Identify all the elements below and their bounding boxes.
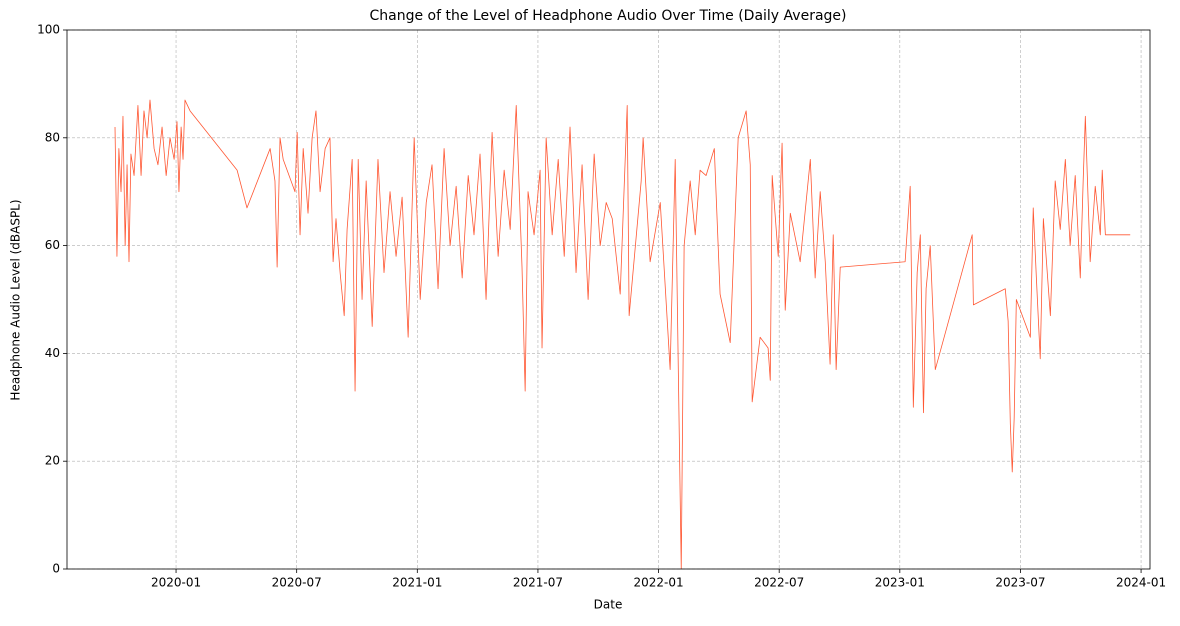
y-tick-label: 0 bbox=[52, 562, 60, 576]
x-tick-label: 2023-01 bbox=[875, 576, 925, 590]
x-tick-label: 2023-07 bbox=[995, 576, 1045, 590]
chart-title: Change of the Level of Headphone Audio O… bbox=[369, 8, 846, 24]
data-line bbox=[114, 99, 1131, 570]
x-tick-label: 2024-01 bbox=[1116, 576, 1166, 590]
x-tick-label: 2021-07 bbox=[513, 576, 563, 590]
y-tick-label: 20 bbox=[45, 454, 60, 468]
y-tick-label: 60 bbox=[45, 238, 60, 252]
plot-frame bbox=[66, 29, 1151, 570]
x-tick-label: 2020-01 bbox=[151, 576, 201, 590]
y-tick-label: 80 bbox=[45, 130, 60, 144]
y-tick-label: 40 bbox=[45, 346, 60, 360]
y-axis-label: Headphone Audio Level (dBASPL) bbox=[9, 199, 23, 400]
x-tick-label: 2022-07 bbox=[754, 576, 804, 590]
y-tick-label: 100 bbox=[37, 23, 60, 37]
x-tick-label: 2020-07 bbox=[272, 576, 322, 590]
x-tick-label: 2021-01 bbox=[392, 576, 442, 590]
x-tick-label: 2022-01 bbox=[633, 576, 683, 590]
x-axis-label: Date bbox=[594, 598, 623, 612]
